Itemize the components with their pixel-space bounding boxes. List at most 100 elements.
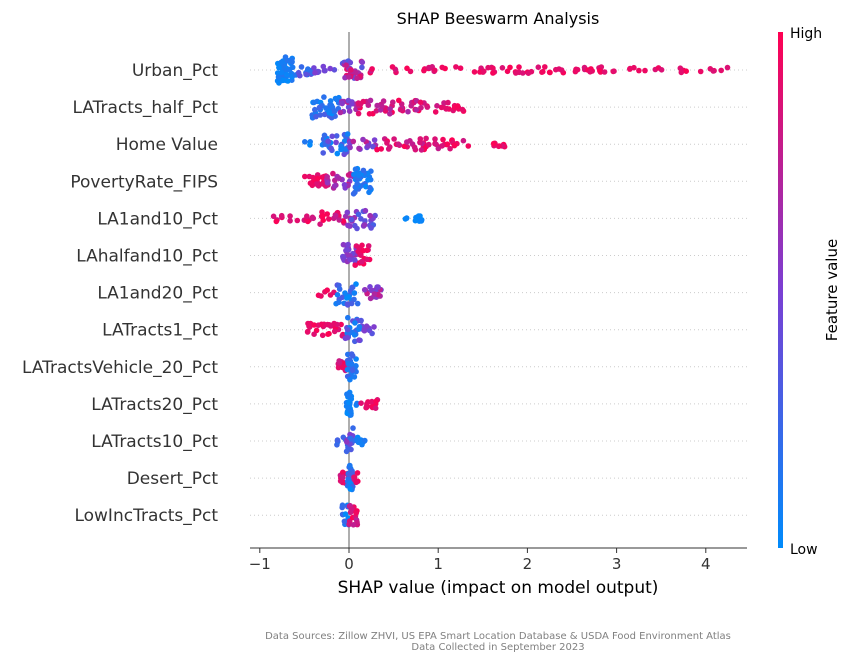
shap-dot bbox=[358, 400, 364, 407]
shap-dot bbox=[345, 314, 351, 321]
shap-dot bbox=[319, 332, 326, 339]
feature-row-dots bbox=[334, 425, 368, 455]
shap-dot bbox=[369, 66, 375, 72]
feature-row-dots bbox=[302, 131, 508, 158]
shap-dot bbox=[355, 248, 362, 255]
shap-dot bbox=[348, 67, 354, 73]
shap-dot bbox=[341, 182, 348, 188]
shap-dot bbox=[374, 146, 380, 153]
shap-dot bbox=[445, 99, 451, 106]
shap-dot bbox=[361, 287, 368, 293]
shap-dot bbox=[344, 209, 351, 216]
x-tick-label: 4 bbox=[701, 555, 711, 573]
shap-dot bbox=[349, 101, 355, 107]
shap-dot bbox=[331, 320, 337, 327]
feature-row-dots bbox=[302, 165, 374, 197]
shap-dot bbox=[358, 317, 364, 324]
x-tick-label: 2 bbox=[523, 555, 533, 573]
shap-dot bbox=[340, 474, 346, 481]
shap-dot bbox=[525, 70, 532, 76]
shap-dot bbox=[507, 64, 513, 71]
shap-dot bbox=[415, 213, 422, 219]
shap-dot bbox=[346, 471, 353, 478]
shap-dot bbox=[401, 143, 408, 150]
x-tick-label: 0 bbox=[344, 555, 354, 573]
feature-label: LAhalfand10_Pct bbox=[76, 247, 218, 267]
shap-dot bbox=[426, 141, 432, 148]
shap-dot bbox=[378, 146, 385, 152]
shap-dot bbox=[311, 322, 317, 328]
shap-dot bbox=[366, 327, 373, 334]
shap-dot bbox=[439, 143, 445, 149]
shap-dot bbox=[359, 441, 365, 448]
shap-dot bbox=[453, 64, 459, 70]
shap-dot bbox=[363, 404, 369, 411]
shap-dot bbox=[320, 217, 327, 223]
shap-dot bbox=[718, 67, 724, 74]
footer-sources: Data Sources: Zillow ZHVI, US EPA Smart … bbox=[265, 631, 731, 642]
shap-dot bbox=[423, 135, 429, 142]
shap-dot bbox=[371, 137, 378, 143]
shap-dot bbox=[305, 66, 311, 72]
shap-dot bbox=[287, 213, 293, 219]
shap-dot bbox=[697, 68, 704, 75]
shap-dot bbox=[346, 393, 353, 399]
colorbar-high-label: High bbox=[790, 26, 822, 42]
x-axis-label: SHAP value (impact on model output) bbox=[338, 578, 659, 598]
shap-dot bbox=[346, 521, 352, 528]
shap-dot bbox=[347, 509, 354, 516]
shap-dot bbox=[345, 241, 351, 248]
colorbar-title: Feature value bbox=[823, 239, 841, 341]
shap-dot bbox=[724, 64, 731, 71]
shap-dot bbox=[418, 147, 425, 153]
feature-label: LA1and10_Pct bbox=[97, 209, 218, 229]
feature-row-dots bbox=[309, 94, 467, 121]
shap-dot bbox=[444, 105, 450, 112]
shap-dot bbox=[427, 65, 434, 71]
shap-dot bbox=[496, 143, 503, 149]
shap-dot bbox=[306, 173, 313, 180]
feature-row-dots bbox=[270, 207, 425, 232]
shap-dot bbox=[354, 180, 361, 187]
shap-dot bbox=[336, 358, 343, 364]
shap-dot bbox=[355, 100, 362, 106]
shap-dot bbox=[337, 109, 344, 116]
shap-dot bbox=[451, 142, 458, 149]
shap-dot bbox=[391, 136, 397, 142]
shap-dot bbox=[365, 177, 371, 183]
shap-dot bbox=[365, 143, 371, 149]
shap-dot bbox=[313, 113, 319, 120]
shap-dot bbox=[597, 68, 603, 74]
shap-dot bbox=[418, 218, 425, 224]
shap-dot bbox=[347, 59, 354, 66]
shap-dot bbox=[340, 241, 347, 248]
shap-dot bbox=[353, 281, 359, 287]
shap-dot bbox=[539, 69, 545, 75]
shap-dot bbox=[344, 301, 351, 307]
shap-dot bbox=[362, 207, 369, 214]
feature-row-dots bbox=[335, 351, 359, 383]
shap-dot bbox=[342, 290, 348, 296]
shap-dot bbox=[327, 65, 334, 72]
shap-dot bbox=[329, 133, 336, 140]
shap-dot bbox=[387, 106, 393, 112]
shap-dot bbox=[338, 146, 344, 153]
shap-dot bbox=[342, 511, 349, 517]
shap-dot bbox=[373, 398, 379, 405]
shap-dot bbox=[542, 64, 548, 70]
shap-dot bbox=[325, 138, 331, 144]
shap-dot bbox=[297, 72, 303, 79]
shap-dot bbox=[441, 100, 447, 106]
shap-dot bbox=[302, 139, 308, 145]
shap-dot bbox=[352, 166, 359, 172]
colorbar-low-label: Low bbox=[790, 542, 818, 558]
shap-dot bbox=[348, 408, 354, 414]
shap-dot bbox=[379, 103, 385, 110]
shap-dot bbox=[348, 300, 355, 307]
shap-dot bbox=[331, 183, 338, 189]
shap-dot bbox=[321, 111, 328, 118]
x-tick-label: 3 bbox=[612, 555, 622, 573]
shap-dot bbox=[432, 67, 438, 74]
shap-dot bbox=[460, 137, 467, 144]
feature-label: LATracts20_Pct bbox=[91, 395, 218, 415]
